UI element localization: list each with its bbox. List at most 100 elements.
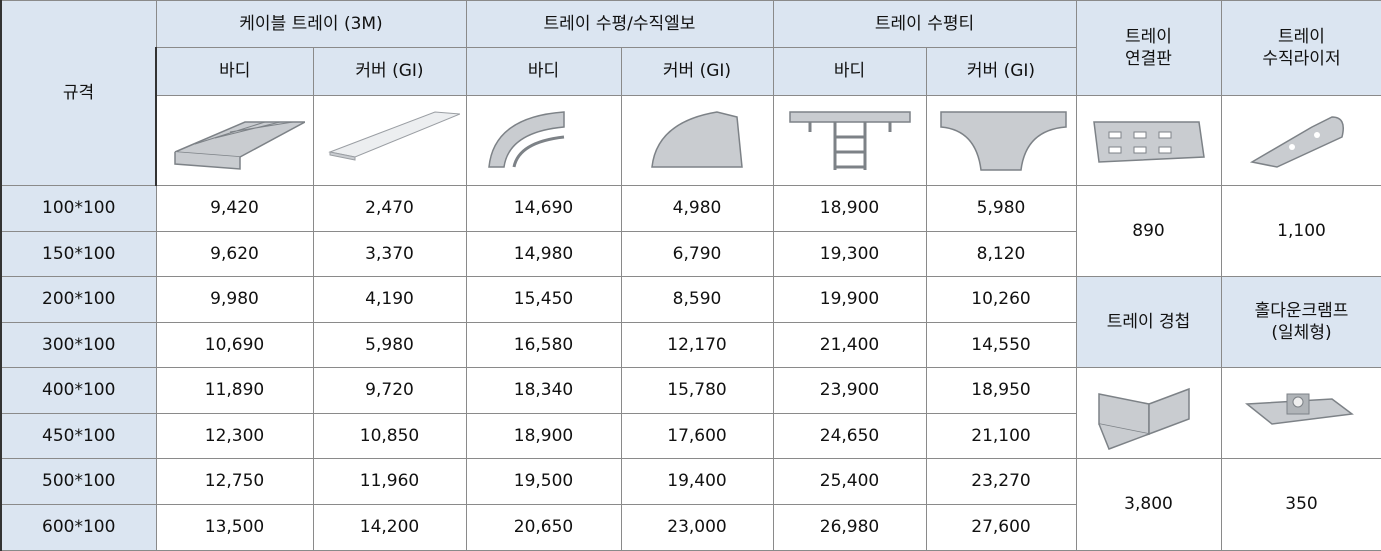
price-cell: 25,400 [773,459,926,505]
price-cell: 8,120 [926,232,1076,277]
price-cell: 19,900 [773,277,926,323]
price-cell: 12,300 [156,414,313,459]
price-cell: 9,720 [313,368,466,414]
spec-cell: 400*100 [1,368,156,414]
product-image [1079,374,1219,452]
product-image-cell [156,96,313,186]
product-image [320,102,460,180]
price-cell: 9,980 [156,277,313,323]
price-cell: 14,690 [466,186,621,232]
price-cell: 890 [1076,186,1221,277]
price-cell: 12,750 [156,459,313,505]
table-row [1,96,1381,186]
price-cell: 2,470 [313,186,466,232]
product-image-cell [621,96,773,186]
extra-header: 트레이 연결판 [1076,1,1221,96]
price-cell: 19,400 [621,459,773,505]
spec-cell: 200*100 [1,277,156,323]
price-cell: 18,950 [926,368,1076,414]
product-image-cell [1076,368,1221,459]
price-cell: 4,980 [621,186,773,232]
sub-header: 바디 [466,48,621,96]
price-cell: 27,600 [926,505,1076,551]
price-cell: 12,170 [621,323,773,368]
price-cell: 9,620 [156,232,313,277]
price-cell: 18,900 [773,186,926,232]
table-body: 규격케이블 트레이 (3M)트레이 수평/수직엘보트레이 수평티트레이 연결판트… [1,1,1381,551]
group-header: 트레이 수평티 [773,1,1076,48]
sub-header: 바디 [156,48,313,96]
product-image [1232,374,1372,452]
spec-cell: 100*100 [1,186,156,232]
price-cell: 3,800 [1076,459,1221,551]
spec-header: 규격 [1,1,156,186]
sub-header: 커버 (GI) [313,48,466,96]
price-cell: 18,340 [466,368,621,414]
product-image-cell [1221,96,1381,186]
price-cell: 8,590 [621,277,773,323]
price-cell: 11,890 [156,368,313,414]
price-cell: 18,900 [466,414,621,459]
price-cell: 21,100 [926,414,1076,459]
product-image-cell [1076,96,1221,186]
product-image-cell [313,96,466,186]
price-cell: 6,790 [621,232,773,277]
price-cell: 14,200 [313,505,466,551]
product-image-cell [926,96,1076,186]
price-table: 규격케이블 트레이 (3M)트레이 수평/수직엘보트레이 수평티트레이 연결판트… [0,0,1381,551]
price-cell: 19,300 [773,232,926,277]
group-header: 트레이 수평/수직엘보 [466,1,773,48]
product-image [931,102,1071,180]
product-image [474,102,614,180]
price-cell: 24,650 [773,414,926,459]
price-cell: 26,980 [773,505,926,551]
price-cell: 23,900 [773,368,926,414]
product-image [627,102,767,180]
price-cell: 14,980 [466,232,621,277]
extra-header: 트레이 경첩 [1076,277,1221,368]
price-cell: 17,600 [621,414,773,459]
price-cell: 10,260 [926,277,1076,323]
price-cell: 19,500 [466,459,621,505]
price-cell: 10,690 [156,323,313,368]
price-cell: 5,980 [926,186,1076,232]
group-header: 케이블 트레이 (3M) [156,1,466,48]
price-cell: 15,450 [466,277,621,323]
price-cell: 1,100 [1221,186,1381,277]
spec-cell: 500*100 [1,459,156,505]
sub-header: 커버 (GI) [621,48,773,96]
price-cell: 5,980 [313,323,466,368]
spec-cell: 150*100 [1,232,156,277]
extra-header: 홀다운크램프 (일체형) [1221,277,1381,368]
product-image-cell [773,96,926,186]
price-cell: 21,400 [773,323,926,368]
price-cell: 13,500 [156,505,313,551]
price-cell: 4,190 [313,277,466,323]
price-cell: 23,270 [926,459,1076,505]
product-image-cell [466,96,621,186]
product-image [1232,102,1372,180]
price-cell: 20,650 [466,505,621,551]
price-cell: 10,850 [313,414,466,459]
sub-header: 바디 [773,48,926,96]
price-cell: 350 [1221,459,1381,551]
price-cell: 14,550 [926,323,1076,368]
spec-cell: 450*100 [1,414,156,459]
product-image [1079,102,1219,180]
price-cell: 15,780 [621,368,773,414]
product-image [165,102,305,180]
page: {"header": {"spec": "규격", "groups": ["케이… [0,0,1381,550]
price-cell: 16,580 [466,323,621,368]
extra-header: 트레이 수직라이저 [1221,1,1381,96]
price-cell: 23,000 [621,505,773,551]
product-image-cell [1221,368,1381,459]
product-image [780,102,920,180]
price-cell: 3,370 [313,232,466,277]
spec-cell: 300*100 [1,323,156,368]
price-cell: 11,960 [313,459,466,505]
